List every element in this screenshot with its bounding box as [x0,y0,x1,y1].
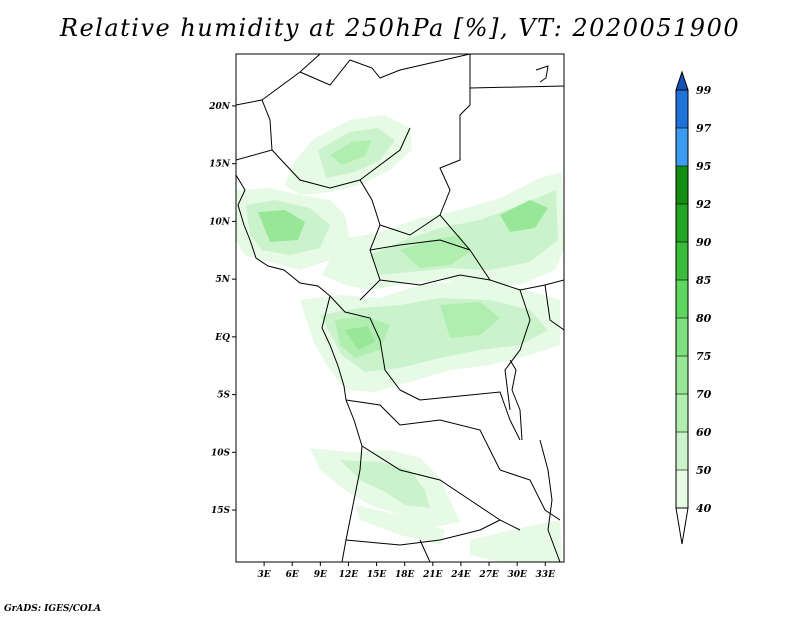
colorbar-high-arrow [675,70,689,91]
colorbar-label: 70 [696,388,712,401]
lon-tick-label: 3E [258,570,271,580]
lon-tick-label: 30E [507,570,527,580]
lat-tick-label: 5S [217,391,230,401]
colorbar-label: 99 [696,84,712,97]
map-frame [235,53,565,563]
country-borders [236,54,564,562]
colorbar-label: 85 [696,274,711,287]
lon-tick-label: 9E [314,570,327,580]
lat-tick-label: 10S [211,448,231,458]
colorbar: 40 50 60 70 75 80 85 90 92 95 97 99 [675,70,712,545]
lat-tick-label: 5N [216,275,231,285]
lon-tick-label: 12E [339,570,359,580]
colorbar-label: 60 [696,426,712,439]
lon-tick-label: 33E [536,570,556,580]
colorbar-segment [676,204,688,242]
lon-tick-label: 6E [286,570,299,580]
colorbar-segment [676,432,688,470]
colorbar-label: 80 [696,312,712,325]
colorbar-label: 90 [696,236,712,249]
lon-tick-label: 21E [422,570,443,580]
colorbar-segment [676,356,688,394]
colorbar-segment [676,166,688,204]
colorbar-segment [676,318,688,356]
colorbar-label: 92 [696,198,712,211]
lat-tick-label: 10N [209,217,231,227]
lat-tick-label: 20N [208,102,231,112]
colorbar-label: 97 [696,122,712,135]
colorbar-segment [676,470,688,508]
colorbar-segment [676,128,688,166]
lon-tick-label: 27E [478,570,499,580]
lon-tick-label: 15E [367,570,387,580]
colorbar-segment [676,242,688,280]
lon-tick-label: 24E [450,570,471,580]
colorbar-low-arrow [675,507,689,545]
colorbar-label: 95 [696,160,711,173]
lat-tick-label: 15N [209,160,231,170]
colorbar-label: 50 [696,464,712,477]
humidity-fields [236,115,564,562]
colorbar-label: 75 [696,350,711,363]
longitude-axis: 3E 6E 9E 12E 15E 18E 21E 24E 27E 30E 33E [258,562,556,580]
colorbar-segment [676,90,688,128]
colorbar-segment [676,394,688,432]
credit-label: GrADS: IGES/COLA [4,604,102,614]
plot-title: Relative humidity at 250hPa [%], VT: 202… [59,14,741,42]
lat-tick-label: EQ [214,333,230,343]
lat-tick-label: 15S [211,506,231,516]
lon-tick-label: 18E [395,570,415,580]
colorbar-segment [676,280,688,318]
colorbar-label: 40 [696,502,712,515]
latitude-axis: 20N 15N 10N 5N EQ 5S 10S 15S [208,102,236,516]
